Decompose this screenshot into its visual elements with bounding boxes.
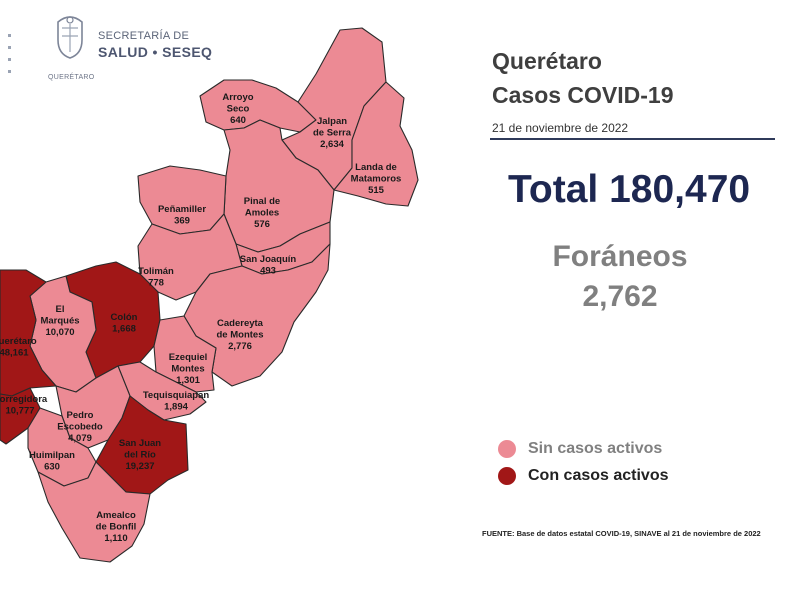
agency-logo: SECRETARÍA DE SALUD • SESEQ QUERÉTARO: [0, 10, 230, 82]
logo-dots: [8, 34, 11, 82]
region-landa-de-matamoros: [333, 81, 419, 207]
label-jalpan-de-serra: Jalpan de Serra 2,634: [313, 116, 352, 150]
legend-swatch-inactive: [498, 440, 516, 458]
label-colon: Colón 1,668: [111, 312, 138, 335]
coat-of-arms-icon: [57, 16, 83, 59]
label-san-joaquin: San Joaquín 493: [240, 254, 297, 277]
state-mark: QUERÉTARO: [48, 74, 95, 81]
label-landa-de-matamoros: Landa de Matamoros 515: [351, 162, 402, 196]
region-ezequiel-montes: [153, 315, 217, 393]
label-ezequiel-montes: Ezequiel Montes 1,301: [169, 352, 208, 386]
total-cases: Total 180,470: [508, 168, 751, 211]
region-amealco-de-bonfil: [37, 461, 151, 563]
label-penamiller: Peñamiller 369: [158, 204, 206, 227]
region-cadereyta-de-montes: [183, 243, 331, 387]
label-san-juan-del-rio: San Juan del Río 19,237: [119, 438, 161, 472]
title-state: Querétaro: [492, 48, 602, 74]
label-toliman: Tolimán 778: [138, 266, 174, 289]
label-pedro-escobedo: Pedro Escobedo 4,079: [57, 410, 103, 444]
label-cadereyta-de-montes: Cadereyta de Montes 2,776: [217, 318, 264, 352]
data-source: FUENTE: Base de datos estatal COVID-19, …: [482, 529, 761, 538]
agency-line-2: SALUD • SESEQ: [98, 44, 213, 60]
agency-line-1: SECRETARÍA DE: [98, 30, 190, 42]
label-el-marques: El Marqués 10,070: [40, 304, 79, 338]
report-date: 21 de noviembre de 2022: [492, 121, 629, 135]
title-divider: [490, 138, 775, 140]
label-arroyo-seco: Arroyo Seco 640: [222, 92, 253, 126]
label-corregidora: Corregidora10,777: [0, 394, 48, 417]
legend-label-inactive: Sin casos activos: [528, 440, 663, 457]
label-huimilpan: Huimilpan 630: [29, 450, 75, 473]
title-cases: Casos COVID-19: [492, 82, 674, 108]
legend-label-active: Con casos activos: [528, 467, 669, 484]
foraneos-label: Foráneos: [552, 240, 688, 273]
label-amealco-de-bonfil: Amealco de Bonfil 1,110: [96, 510, 137, 544]
foraneos-value: 2,762: [582, 280, 658, 313]
legend-swatch-active: [498, 467, 516, 485]
label-tequisquiapan: Tequisquiapan 1,894: [143, 390, 210, 413]
label-queretaro: Querétaro48,161: [0, 336, 37, 359]
label-pinal-de-amoles: Pinal de Amoles 576: [244, 196, 280, 230]
